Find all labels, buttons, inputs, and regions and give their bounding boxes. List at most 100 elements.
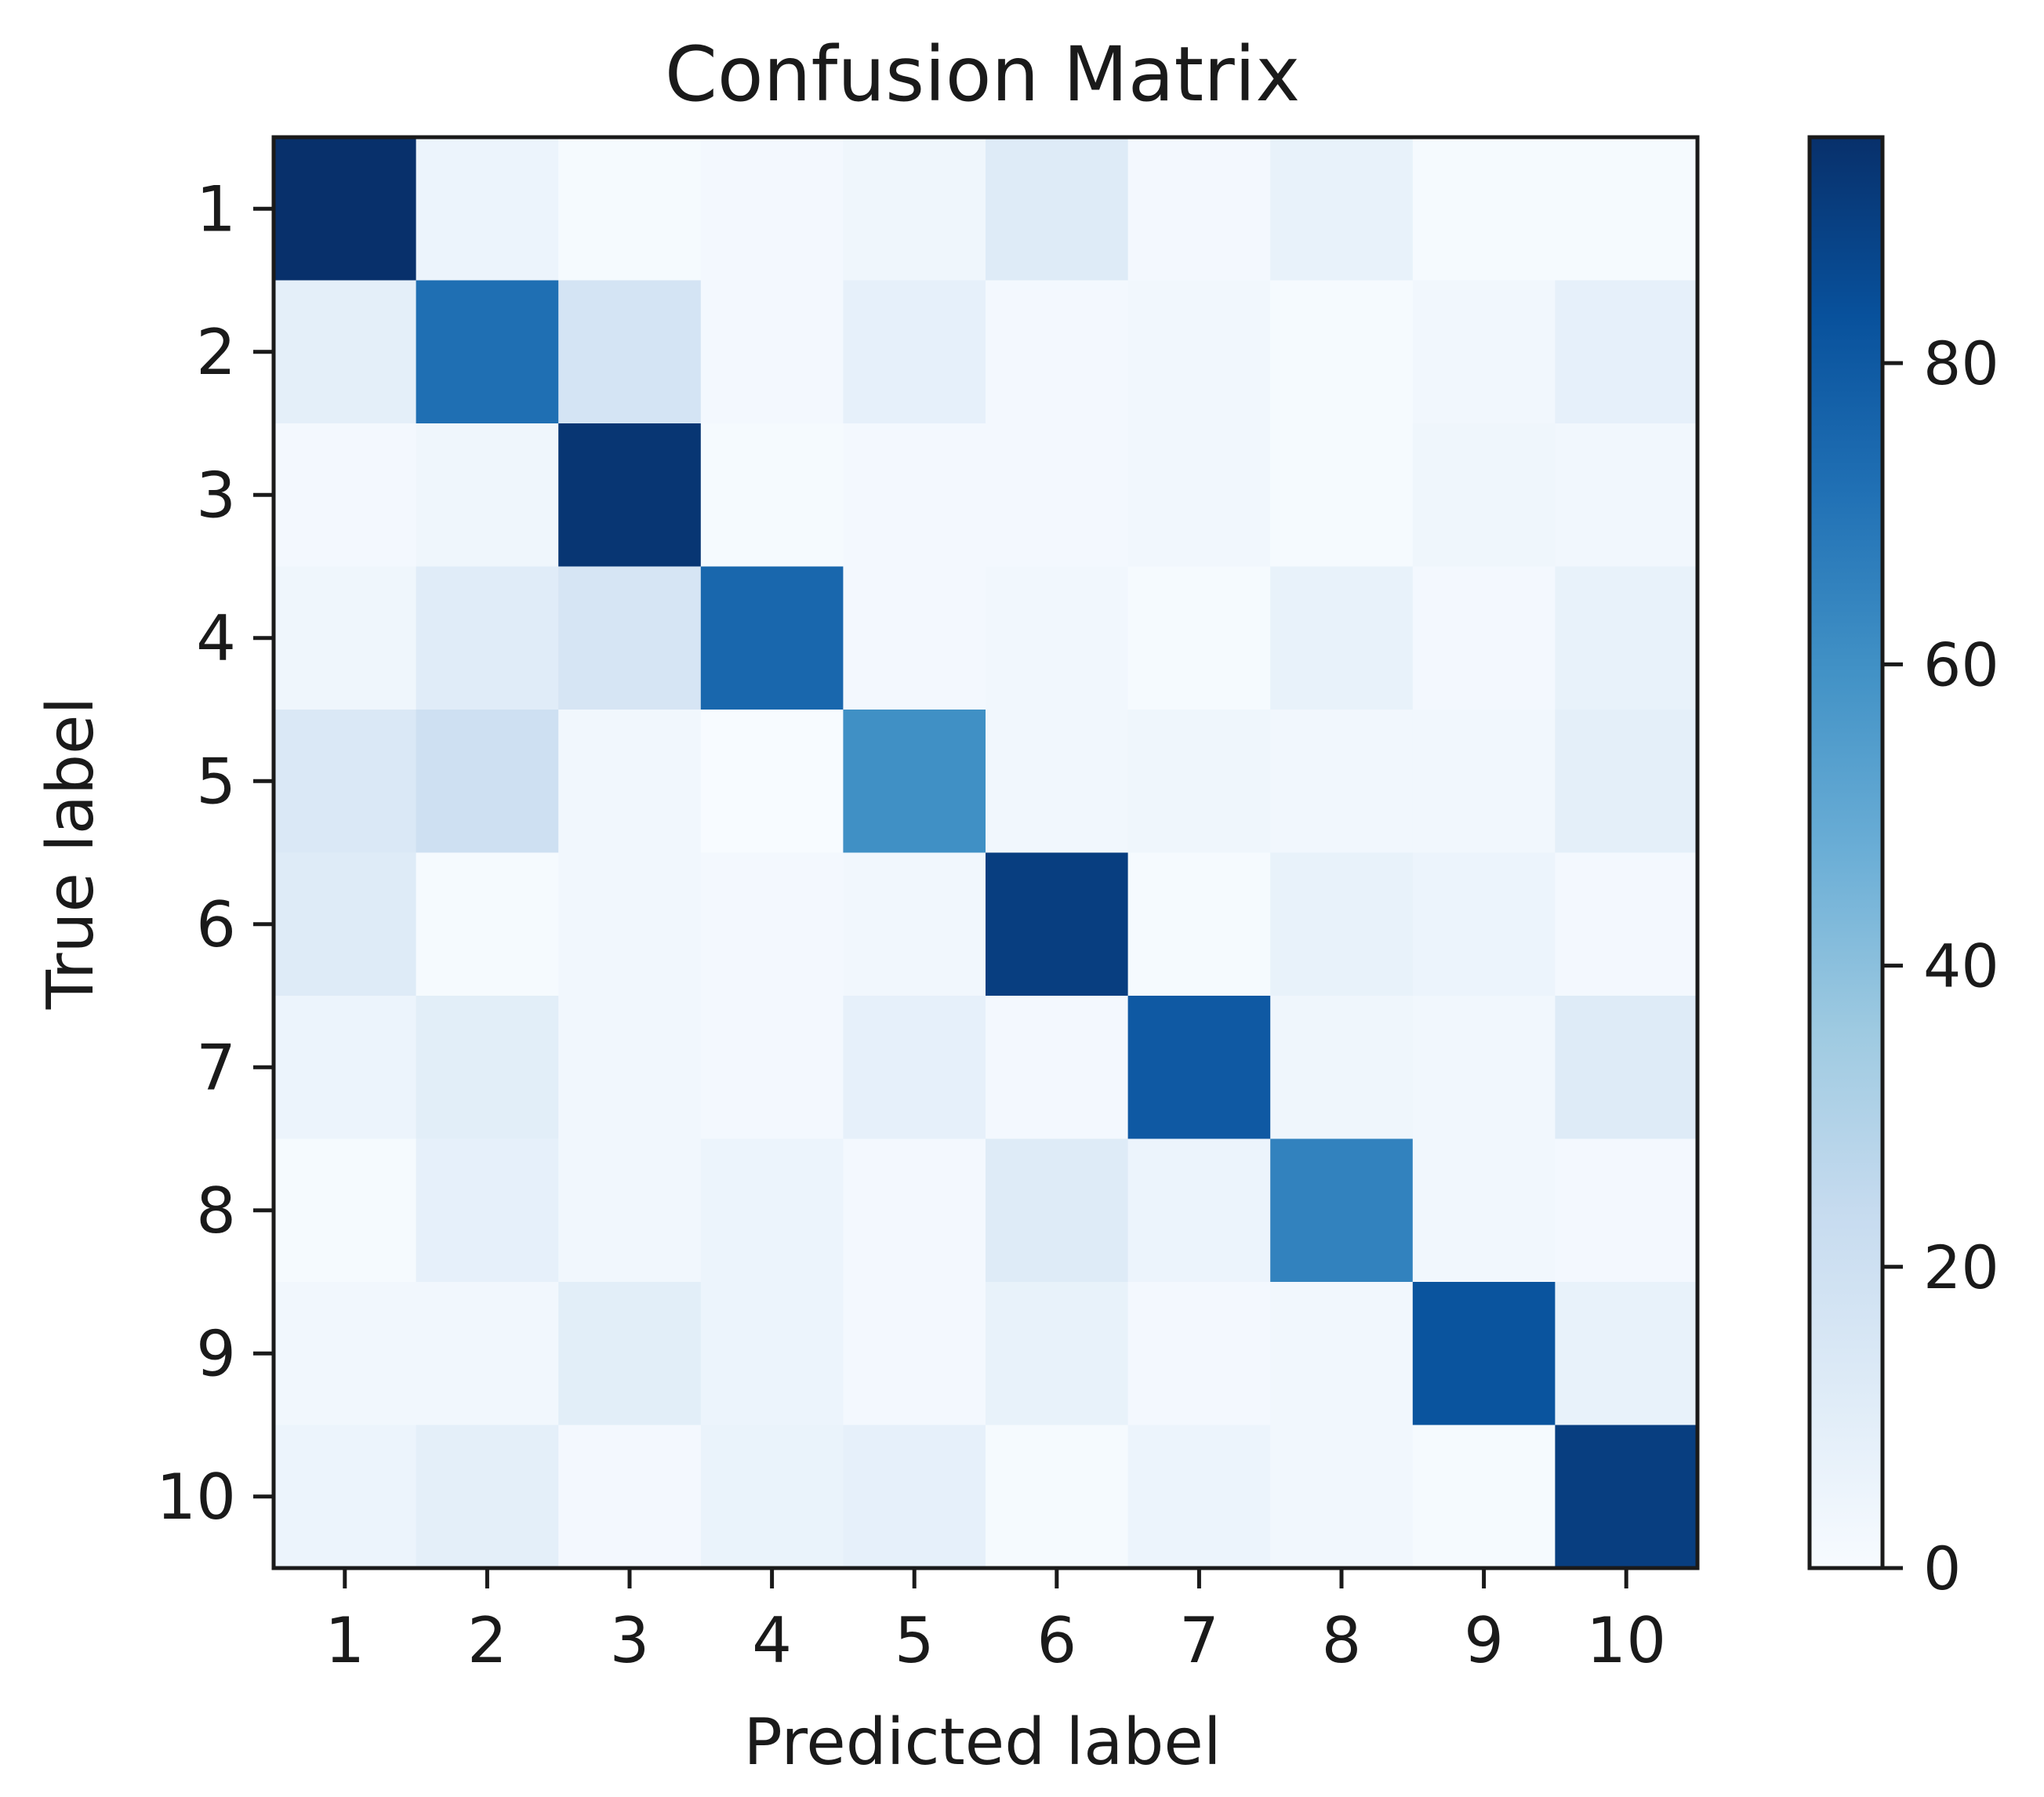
heatmap-cell: [700, 137, 844, 281]
heatmap-cell: [1412, 1138, 1556, 1283]
heatmap-cell: [1555, 566, 1698, 710]
heatmap-cell: [1555, 423, 1698, 568]
heatmap-cell: [700, 280, 844, 424]
heatmap-cell: [843, 137, 986, 281]
heatmap-cell: [986, 280, 1129, 424]
heatmap-cell: [1555, 1282, 1698, 1426]
heatmap-cell: [274, 566, 417, 710]
colorbar-tick-label: 60: [1923, 630, 1999, 699]
colorbar-tick-label: 0: [1923, 1534, 1961, 1603]
heatmap-cell: [1555, 280, 1698, 424]
heatmap-cell: [274, 710, 417, 854]
heatmap-cell: [843, 710, 986, 854]
heatmap-cell: [700, 852, 844, 997]
y-axis-label: True label: [34, 697, 108, 1011]
heatmap-cell: [1412, 852, 1556, 997]
heatmap-cell: [274, 1282, 417, 1426]
heatmap-cell: [416, 423, 559, 568]
heatmap-cell: [1412, 566, 1556, 710]
heatmap-cell: [700, 423, 844, 568]
heatmap-cell: [274, 852, 417, 997]
x-tick-label: 9: [1464, 1604, 1504, 1677]
heatmap-cell: [416, 852, 559, 997]
heatmap-cell: [558, 996, 702, 1140]
x-tick-label: 5: [895, 1604, 935, 1677]
heatmap-cell: [274, 1425, 417, 1569]
heatmap-cell: [986, 996, 1129, 1140]
x-tick-label: 1: [325, 1604, 365, 1677]
heatmap-cell: [700, 1138, 844, 1283]
heatmap-cell: [700, 710, 844, 854]
heatmap-cell: [1270, 996, 1414, 1140]
heatmap-cell: [1555, 1138, 1698, 1283]
heatmap-cell: [1412, 710, 1556, 854]
heatmap-cell: [986, 137, 1129, 281]
heatmap-cell: [843, 566, 986, 710]
heatmap-cell: [274, 996, 417, 1140]
x-tick-label: 8: [1322, 1604, 1362, 1677]
heatmap-cell: [1127, 280, 1271, 424]
heatmap-cell: [1270, 137, 1414, 281]
heatmap-cell: [416, 1282, 559, 1426]
heatmap-cell: [1127, 1282, 1271, 1426]
heatmap-cell: [558, 566, 702, 710]
heatmap-cell: [416, 1425, 559, 1569]
y-tick-label: 5: [196, 745, 236, 818]
heatmap-cell: [1270, 852, 1414, 997]
x-tick-label: 3: [610, 1604, 650, 1677]
heatmap-cell: [1270, 280, 1414, 424]
heatmap-cell: [558, 710, 702, 854]
heatmap-cell: [416, 137, 559, 281]
heatmap-cell: [1555, 710, 1698, 854]
heatmap-cell: [1412, 423, 1556, 568]
heatmap-cell: [1555, 852, 1698, 997]
heatmap-cell: [1555, 1425, 1698, 1569]
heatmap-cell: [1127, 1425, 1271, 1569]
heatmap-cell: [843, 996, 986, 1140]
heatmap-cell: [1270, 710, 1414, 854]
heatmap-cell: [1127, 1138, 1271, 1283]
heatmap-cell: [274, 137, 417, 281]
heatmap-cell: [986, 566, 1129, 710]
heatmap-cell: [700, 1425, 844, 1569]
heatmap-cell: [1127, 566, 1271, 710]
colorbar-ticks: 0 20 40 60 80: [1882, 329, 1999, 1603]
heatmap-cell: [1270, 1282, 1414, 1426]
x-tick-label: 2: [467, 1604, 507, 1677]
x-tick-label: 10: [1586, 1604, 1666, 1677]
heatmap-cell: [1412, 996, 1556, 1140]
heatmap-cell: [1127, 423, 1271, 568]
y-tick-label: 7: [196, 1031, 236, 1104]
chart-title: Confusion Matrix: [665, 31, 1300, 118]
heatmap-cell: [843, 852, 986, 997]
heatmap-cell: [986, 1425, 1129, 1569]
heatmap-cell: [843, 280, 986, 424]
heatmap-cell: [416, 1138, 559, 1283]
heatmap-cell: [1555, 137, 1698, 281]
heatmap-cell: [416, 710, 559, 854]
colorbar-tick-label: 40: [1923, 931, 1999, 1001]
heatmap-cell: [1555, 996, 1698, 1140]
y-tick-label: 3: [196, 459, 236, 532]
heatmap-cell: [1412, 1425, 1556, 1569]
x-axis-ticks: 1 2 3 4 5 6 7 8 9 10: [325, 1568, 1666, 1677]
heatmap-cell: [558, 137, 702, 281]
heatmap-cell: [1127, 710, 1271, 854]
heatmap-cell: [986, 852, 1129, 997]
heatmap-cell: [1270, 566, 1414, 710]
heatmap-cell: [700, 566, 844, 710]
y-tick-label: 4: [196, 602, 236, 675]
heatmap-cell: [986, 1282, 1129, 1426]
x-axis-label: Predicted label: [743, 1705, 1221, 1780]
y-tick-label: 2: [196, 316, 236, 389]
heatmap-cell: [416, 996, 559, 1140]
heatmap-cell: [558, 423, 702, 568]
heatmap-cell: [1270, 423, 1414, 568]
x-tick-label: 7: [1179, 1604, 1219, 1677]
x-tick-label: 4: [752, 1604, 792, 1677]
heatmap-cell: [843, 1282, 986, 1426]
heatmap-cell: [416, 566, 559, 710]
colorbar: [1807, 135, 1885, 1570]
heatmap-cell: [558, 280, 702, 424]
